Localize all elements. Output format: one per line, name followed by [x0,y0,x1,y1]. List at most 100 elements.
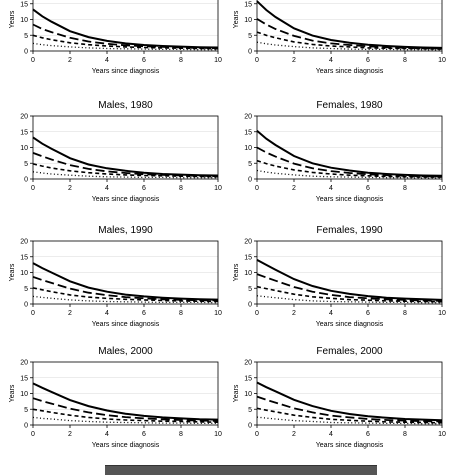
x-tick-label: 8 [403,57,407,64]
panel-title: Males, 2000 [98,346,153,357]
x-tick-label: 6 [142,185,146,192]
y-tick-label: 5 [24,286,28,293]
x-tick-label: 6 [142,431,146,438]
series-line-solid [256,259,443,301]
x-axis-label: Years since diagnosis [92,442,160,449]
y-tick-label: 20 [244,360,252,367]
plot-frame [32,240,219,305]
x-tick-label: 4 [105,310,109,317]
y-tick-label: 5 [248,286,252,293]
x-tick-label: 4 [105,57,109,64]
series-line-dotted [256,169,442,179]
panel-8: Females, 2000 0 5 10 15 20 0 2 4 6 8 10 Years since … [233,346,446,449]
x-tick-label: 2 [292,310,296,317]
x-tick-label: 10 [214,57,222,64]
series-line-short-dash [32,163,219,178]
x-tick-label: 2 [292,431,296,438]
y-tick-label: 20 [20,239,28,246]
series-line-solid [256,0,443,49]
y-tick-label: 5 [248,407,252,414]
y-tick-label: 10 [20,270,28,277]
x-tick-label: 0 [255,310,259,317]
y-tick-label: 15 [244,1,252,8]
panel-7: Males, 2000 0 5 10 15 20 0 2 4 6 8 10 Years since di… [9,346,222,449]
series-line-long-dash [32,152,219,178]
series-line-solid [32,382,219,421]
series-line-dotted [32,42,218,51]
x-tick-label: 8 [179,310,183,317]
y-tick-label: 10 [244,145,252,152]
series-line-solid [256,381,443,422]
x-tick-label: 10 [438,310,446,317]
plot-frame [32,361,219,426]
y-tick-label: 10 [244,270,252,277]
x-axis-label: Years since diagnosis [92,321,160,328]
x-tick-label: 0 [31,310,35,317]
y-tick-label: 15 [244,375,252,382]
y-tick-label: 15 [20,1,28,8]
y-axis-label: Years [9,384,16,402]
panel-5: Males, 1990 0 5 10 15 20 0 2 4 6 8 10 Years since di… [9,225,222,328]
x-tick-label: 0 [255,57,259,64]
x-tick-label: 2 [292,185,296,192]
y-tick-label: 20 [244,114,252,121]
series-line-solid [256,130,443,177]
y-tick-label: 20 [20,360,28,367]
x-tick-label: 8 [403,185,407,192]
x-axis-label: Years since diagnosis [316,68,384,75]
x-tick-label: 6 [142,310,146,317]
x-tick-label: 8 [179,185,183,192]
series-line-dotted [32,416,218,425]
panel-title: Females, 1990 [316,225,383,236]
series-line-short-dash [256,407,443,424]
x-tick-label: 6 [366,310,370,317]
x-tick-label: 0 [255,185,259,192]
x-tick-label: 10 [214,185,222,192]
y-tick-label: 0 [24,49,28,56]
x-tick-label: 10 [214,310,222,317]
x-tick-label: 8 [403,431,407,438]
y-tick-label: 10 [20,391,28,398]
panel-title: Females, 2000 [316,346,383,357]
x-tick-label: 6 [142,57,146,64]
y-axis-label: Years [9,263,16,281]
series-line-solid [32,136,219,177]
series-line-short-dash [32,34,219,50]
x-tick-label: 2 [68,57,72,64]
y-tick-label: 5 [248,33,252,40]
x-axis-label: Years since diagnosis [92,196,160,203]
x-tick-label: 0 [31,431,35,438]
y-axis-label: Years [9,10,16,28]
y-axis-label: Years [233,263,240,281]
x-tick-label: 4 [329,185,333,192]
y-tick-label: 20 [244,239,252,246]
series-line-dotted [256,416,442,425]
panel-title: Males, 1990 [98,225,153,236]
y-tick-label: 20 [20,114,28,121]
series-line-dotted [32,171,218,179]
x-tick-label: 4 [105,431,109,438]
y-axis-label: Years [233,10,240,28]
y-tick-label: 5 [24,33,28,40]
y-tick-label: 15 [20,375,28,382]
series-line-short-dash [32,408,219,423]
panel-1: 0 5 10 15 0 2 4 6 8 10 Years since diagnosis Years [9,0,222,75]
series-line-short-dash [256,285,443,303]
series-line-long-dash [32,23,219,50]
x-tick-label: 6 [366,57,370,64]
y-tick-label: 15 [244,129,252,136]
x-tick-label: 6 [366,431,370,438]
x-axis-label: Years since diagnosis [316,442,384,449]
x-axis-label: Years since diagnosis [92,68,160,75]
y-tick-label: 10 [20,145,28,152]
x-tick-label: 0 [255,431,259,438]
x-tick-label: 10 [438,57,446,64]
series-line-solid [32,262,219,301]
x-tick-label: 2 [68,431,72,438]
x-tick-label: 4 [329,431,333,438]
legend-box [105,465,377,475]
y-tick-label: 5 [24,161,28,168]
x-tick-label: 4 [329,57,333,64]
y-tick-label: 15 [20,254,28,261]
